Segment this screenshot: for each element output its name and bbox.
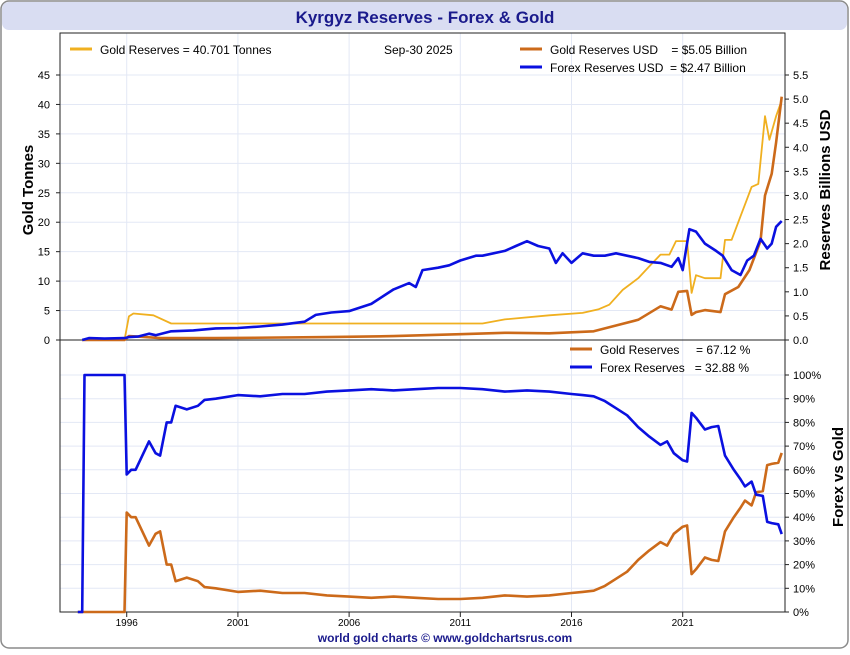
series-line-forex-reserves-pct bbox=[77, 373, 783, 614]
y-right-tick-label: 100% bbox=[793, 370, 821, 382]
footer-credit: world gold charts © www.goldchartsrus.co… bbox=[317, 631, 572, 645]
y-left-tick-label: 15 bbox=[38, 247, 50, 259]
y-left-tick-label: 20 bbox=[38, 217, 50, 229]
left-axis-title: Gold Tonnes bbox=[20, 145, 37, 236]
y-right-tick-label: 80% bbox=[793, 417, 815, 429]
legend-label-forex-usd: Forex Reserves USD = $2.47 Billion bbox=[550, 61, 746, 75]
legend-label-gold-pct: Gold Reserves = 67.12 % bbox=[600, 343, 751, 357]
y-right-tick-label: 1.5 bbox=[793, 263, 808, 275]
y-right-tick-label: 90% bbox=[793, 394, 815, 406]
y-right-tick-label: 40% bbox=[793, 512, 815, 524]
date-label: Sep-30 2025 bbox=[384, 43, 453, 57]
y-left-tick-label: 40 bbox=[38, 99, 50, 111]
y-left-tick-label: 35 bbox=[38, 129, 50, 141]
y-right-tick-label: 3.5 bbox=[793, 166, 808, 178]
y-right-tick-label: 30% bbox=[793, 536, 815, 548]
y-left-tick-label: 45 bbox=[38, 70, 50, 82]
y-right-tick-label: 1.0 bbox=[793, 287, 808, 299]
series-line-forex-reserves-usd bbox=[81, 220, 783, 342]
series-line-gold-reserves-usd bbox=[82, 96, 783, 342]
x-tick-label: 2001 bbox=[227, 618, 250, 629]
y-left-tick-label: 0 bbox=[44, 335, 50, 347]
y-right-tick-label: 5.0 bbox=[793, 94, 808, 106]
x-tick-label: 2016 bbox=[560, 618, 583, 629]
y-right-tick-label: 3.0 bbox=[793, 190, 808, 202]
x-tick-label: 2006 bbox=[338, 618, 361, 629]
y-right-tick-label: 50% bbox=[793, 489, 815, 501]
right-axis-title-bottom: Forex vs Gold bbox=[830, 427, 847, 527]
x-tick-label: 1996 bbox=[116, 618, 139, 629]
right-axis-title-top: Reserves Billions USD bbox=[817, 109, 834, 270]
y-left-tick-label: 5 bbox=[44, 306, 50, 318]
x-tick-label: 2011 bbox=[450, 618, 472, 629]
y-left-tick-label: 10 bbox=[38, 276, 50, 288]
title-bar bbox=[2, 2, 847, 30]
y-right-tick-label: 20% bbox=[793, 560, 815, 572]
series-line-gold-reserves bbox=[82, 100, 783, 341]
y-right-tick-label: 4.0 bbox=[793, 142, 808, 154]
series-layer bbox=[77, 96, 783, 614]
legend-label-gold-usd: Gold Reserves USD = $5.05 Billion bbox=[550, 43, 747, 57]
ticks-layer: 1996 2001 2006 2011 2016 2021 0 5 10 15 20 25 30 35 40… bbox=[38, 70, 822, 629]
legend-label-gold-tonnes: Gold Reserves = 40.701 Tonnes bbox=[100, 43, 272, 57]
y-left-tick-label: 30 bbox=[38, 158, 50, 170]
y-right-tick-label: 2.5 bbox=[793, 215, 808, 227]
top-legend: Gold Reserves = 40.701 Tonnes Sep-30 202… bbox=[70, 43, 747, 75]
y-right-tick-label: 10% bbox=[793, 583, 815, 595]
y-right-tick-label: 5.5 bbox=[793, 70, 808, 82]
y-right-tick-label: 0% bbox=[793, 607, 809, 619]
y-right-tick-label: 0.0 bbox=[793, 335, 808, 347]
y-right-tick-label: 70% bbox=[793, 441, 815, 453]
bottom-legend: Gold Reserves = 67.12 % Forex Reserves =… bbox=[570, 343, 751, 375]
x-tick-label: 2021 bbox=[672, 618, 695, 629]
y-right-tick-label: 4.5 bbox=[793, 118, 808, 130]
legend-label-forex-pct: Forex Reserves = 32.88 % bbox=[600, 361, 749, 375]
chart-title: Kyrgyz Reserves - Forex & Gold bbox=[296, 8, 555, 27]
bottom-plot-area bbox=[59, 339, 786, 613]
series-line-gold-reserves-pct bbox=[77, 452, 783, 614]
y-right-tick-label: 2.0 bbox=[793, 239, 808, 251]
y-right-tick-label: 0.5 bbox=[793, 311, 808, 323]
y-left-tick-label: 25 bbox=[38, 188, 50, 200]
y-right-tick-label: 60% bbox=[793, 465, 815, 477]
